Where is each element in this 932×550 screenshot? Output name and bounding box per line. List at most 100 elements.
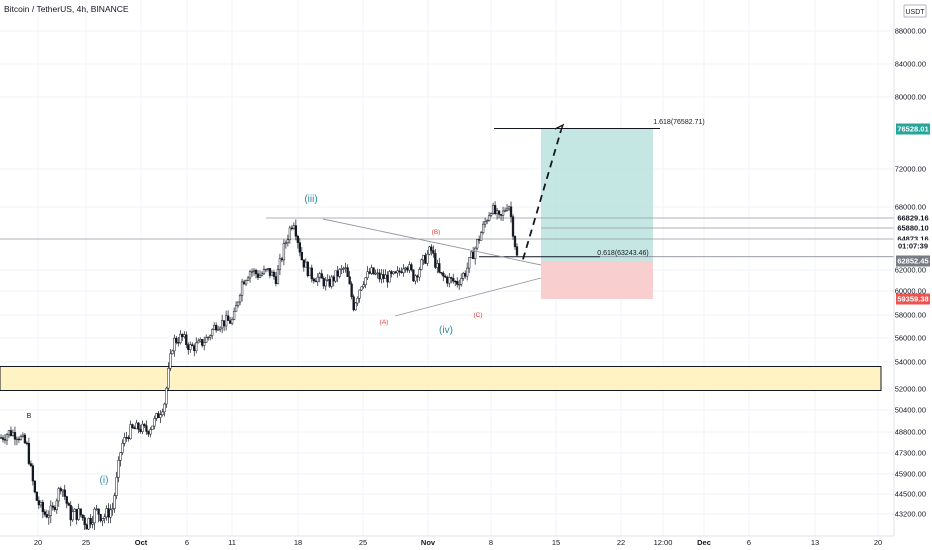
candle-body (374, 273, 377, 275)
candle-body (89, 518, 92, 525)
candle-body (71, 511, 74, 521)
candle-body (304, 261, 307, 268)
candle-body (83, 517, 86, 526)
candle-body (43, 511, 46, 515)
candle-body (236, 301, 240, 306)
candle-body (495, 210, 499, 214)
candle-body (79, 508, 82, 516)
candle-body (113, 495, 116, 509)
candle-body (398, 270, 401, 273)
candle-body (404, 267, 407, 270)
projection-arrowhead (554, 123, 565, 134)
candle-body (298, 242, 301, 253)
candle-body (99, 514, 102, 522)
candle-body (511, 216, 515, 237)
price-tag-box (896, 293, 930, 305)
target-zone[interactable] (541, 129, 653, 261)
candle-body (67, 503, 70, 506)
candle-body (189, 344, 192, 350)
candle-body (197, 340, 200, 344)
candle-body (0, 437, 3, 439)
candle-body (362, 284, 365, 288)
candle-body (19, 436, 23, 440)
price-tick: 58000.00 (895, 311, 926, 320)
candle-body (292, 225, 296, 229)
candle-body (360, 286, 363, 291)
candle-body (468, 257, 471, 269)
candle-body (280, 258, 284, 261)
candle-body (119, 452, 122, 461)
candle-body (105, 508, 108, 518)
candle-body (228, 320, 232, 324)
candle-body (185, 334, 188, 345)
candle-body (384, 274, 387, 279)
candle-body (284, 242, 288, 244)
trendlines[interactable] (322, 123, 565, 317)
candle-body (59, 488, 62, 492)
price-axis[interactable] (894, 0, 932, 550)
candle-body (460, 278, 463, 285)
candle-body (428, 246, 431, 255)
horizontal-levels[interactable] (0, 127, 894, 258)
candle-body (276, 269, 280, 285)
candle-body (53, 507, 56, 510)
candle-body (378, 272, 381, 280)
support-zone[interactable] (0, 366, 882, 391)
candle-body (73, 508, 76, 512)
candle-body (454, 280, 457, 283)
candle-body (392, 271, 395, 274)
candle-body (487, 215, 491, 221)
time-tick: 25 (82, 538, 90, 547)
time-tick: Nov (421, 538, 436, 547)
candle-body (123, 437, 126, 444)
candle-body (274, 276, 278, 285)
time-tick: 20 (874, 538, 882, 547)
stop-zone[interactable] (541, 261, 653, 299)
price-tick: 54000.00 (895, 358, 926, 367)
candle-body (481, 223, 485, 233)
candle-body (17, 438, 21, 441)
candle-body (322, 278, 325, 287)
candle-body (145, 425, 148, 432)
candle-body (191, 344, 194, 346)
candle-body (75, 508, 78, 520)
candle-body (505, 208, 509, 211)
candle-body (485, 220, 489, 223)
candle-body (310, 267, 313, 280)
time-tick: 15 (552, 538, 560, 547)
currency-box[interactable] (903, 4, 927, 18)
projection-arrow (522, 130, 562, 260)
candle-body (7, 430, 11, 436)
candle-body (474, 247, 477, 260)
candle-body (219, 327, 222, 330)
candle-body (111, 508, 114, 511)
candle-body (183, 334, 186, 337)
candle-body (515, 246, 519, 256)
candle-body (45, 514, 48, 518)
price-tick: 43200.00 (895, 510, 926, 519)
candle-body (288, 227, 292, 240)
candle-body (328, 279, 331, 287)
time-tick: 11 (228, 538, 236, 547)
candle-body (201, 339, 204, 346)
candle-body (199, 339, 202, 342)
price-tag-box (896, 123, 930, 135)
time-axis[interactable] (0, 536, 894, 550)
candle-body (250, 271, 254, 273)
time-tick: 22 (617, 538, 625, 547)
candle-body (336, 270, 339, 277)
price-tag-label: 76528.01 (897, 125, 928, 134)
candle-body (248, 271, 252, 279)
candle-body (386, 274, 389, 283)
candle-body (55, 500, 58, 510)
candle-body (91, 522, 94, 525)
candle-body (41, 502, 44, 513)
candle-body (320, 273, 323, 279)
time-tick: Oct (135, 538, 148, 547)
candle-body (97, 508, 100, 515)
price-tag-label: 66829.16 (897, 214, 928, 223)
price-tick: 80000.00 (895, 93, 926, 102)
time-tick: Dec (697, 538, 711, 547)
